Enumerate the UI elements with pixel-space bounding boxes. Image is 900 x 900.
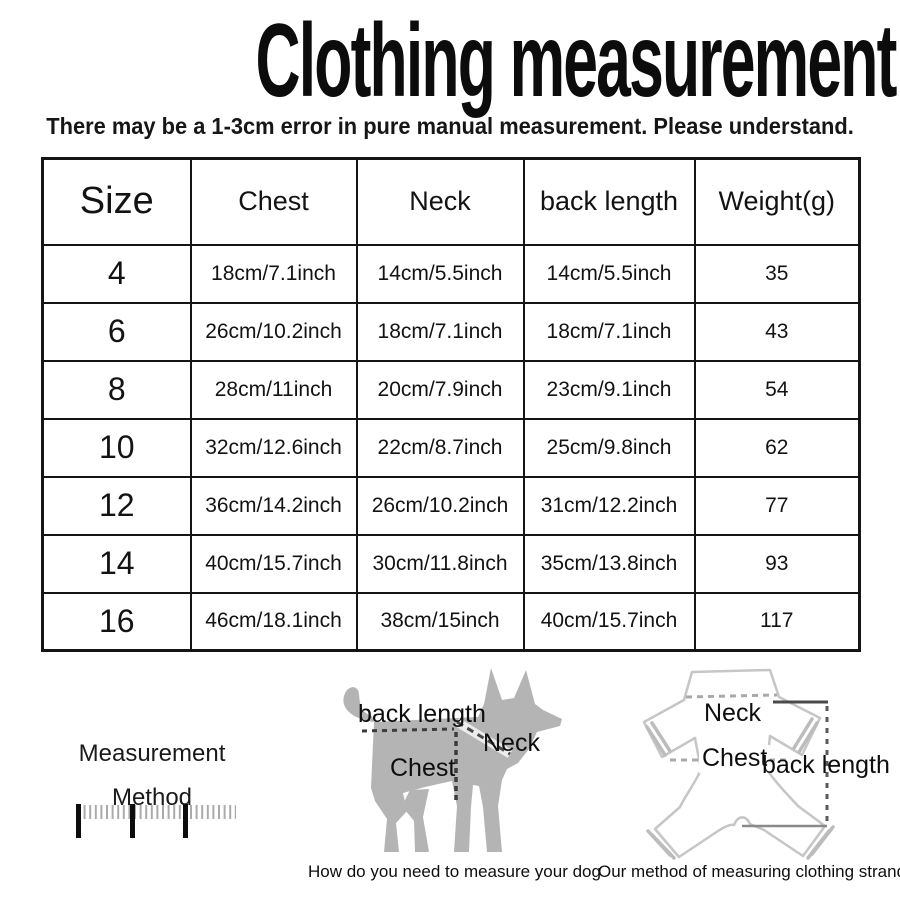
cell-size: 6: [41, 301, 192, 362]
cell-chest: 28cm/11inch: [189, 359, 358, 420]
garment-chest-label: Chest: [699, 744, 771, 773]
cell-size: 10: [41, 417, 192, 478]
cell-weight: 117: [693, 591, 861, 652]
garment-outline-diagram: [642, 668, 835, 860]
column-header-weight: Weight(g): [693, 157, 861, 246]
page-title-text: Clothing measurement size: [255, 3, 900, 119]
table-row: 14 40cm/15.7inch 30cm/11.8inch 35cm/13.8…: [41, 533, 861, 594]
table-row: 6 26cm/10.2inch 18cm/7.1inch 18cm/7.1inc…: [41, 301, 861, 362]
cell-size: 16: [41, 591, 192, 652]
cell-weight: 93: [693, 533, 861, 594]
page-title: Clothing measurement size: [0, 3, 900, 119]
garment-diagram-caption: Our method of measuring clothing strands: [598, 862, 900, 881]
cell-chest: 40cm/15.7inch: [189, 533, 358, 594]
subtitle-text: There may be a 1-3cm error in pure manua…: [46, 113, 854, 139]
cell-neck: 38cm/15inch: [355, 591, 525, 652]
cell-chest: 36cm/14.2inch: [189, 475, 358, 536]
cell-weight: 77: [693, 475, 861, 536]
cell-back-length: 25cm/9.8inch: [522, 417, 696, 478]
cell-neck: 30cm/11.8inch: [355, 533, 525, 594]
dog-back-length-label: back length: [358, 700, 486, 728]
cell-weight: 54: [693, 359, 861, 420]
measurement-method-label: Measurement Method: [42, 732, 262, 820]
cell-chest: 26cm/10.2inch: [189, 301, 358, 362]
garment-neck-label: Neck: [704, 699, 761, 727]
size-table: Size Chest Neck back length Weight(g) 4 …: [41, 157, 861, 652]
column-header-chest: Chest: [189, 157, 358, 246]
dog-silhouette-diagram: [343, 668, 562, 852]
table-header-row: Size Chest Neck back length Weight(g): [41, 157, 861, 246]
cell-size: 14: [41, 533, 192, 594]
ruler-icon: [76, 804, 236, 838]
cell-chest: 32cm/12.6inch: [189, 417, 358, 478]
cell-back-length: 18cm/7.1inch: [522, 301, 696, 362]
cell-size: 12: [41, 475, 192, 536]
table-row: 16 46cm/18.1inch 38cm/15inch 40cm/15.7in…: [41, 591, 861, 652]
cell-back-length: 35cm/13.8inch: [522, 533, 696, 594]
cell-size: 8: [41, 359, 192, 420]
table-row: 8 28cm/11inch 20cm/7.9inch 23cm/9.1inch …: [41, 359, 861, 420]
dog-diagram-caption: How do you need to measure your dog: [308, 862, 601, 881]
cell-neck: 18cm/7.1inch: [355, 301, 525, 362]
cell-neck: 20cm/7.9inch: [355, 359, 525, 420]
cell-weight: 62: [693, 417, 861, 478]
measurement-method-line1: Measurement: [78, 740, 226, 767]
cell-neck: 14cm/5.5inch: [355, 243, 525, 304]
table-row: 12 36cm/14.2inch 26cm/10.2inch 31cm/12.2…: [41, 475, 861, 536]
dog-neck-label: Neck: [483, 729, 540, 757]
cell-neck: 22cm/8.7inch: [355, 417, 525, 478]
cell-neck: 26cm/10.2inch: [355, 475, 525, 536]
table-row: 4 18cm/7.1inch 14cm/5.5inch 14cm/5.5inch…: [41, 243, 861, 304]
cell-chest: 46cm/18.1inch: [189, 591, 358, 652]
cell-back-length: 40cm/15.7inch: [522, 591, 696, 652]
cell-back-length: 23cm/9.1inch: [522, 359, 696, 420]
dog-chest-label: Chest: [390, 754, 456, 782]
garment-back-length-label: back length: [762, 751, 890, 779]
subtitle: There may be a 1-3cm error in pure manua…: [0, 113, 900, 140]
cell-back-length: 14cm/5.5inch: [522, 243, 696, 304]
column-header-neck: Neck: [355, 157, 525, 246]
cell-weight: 35: [693, 243, 861, 304]
column-header-back-length: back length: [522, 157, 696, 246]
column-header-size: Size: [41, 157, 192, 246]
cell-size: 4: [41, 243, 192, 304]
cell-back-length: 31cm/12.2inch: [522, 475, 696, 536]
cell-weight: 43: [693, 301, 861, 362]
cell-chest: 18cm/7.1inch: [189, 243, 358, 304]
table-row: 10 32cm/12.6inch 22cm/8.7inch 25cm/9.8in…: [41, 417, 861, 478]
